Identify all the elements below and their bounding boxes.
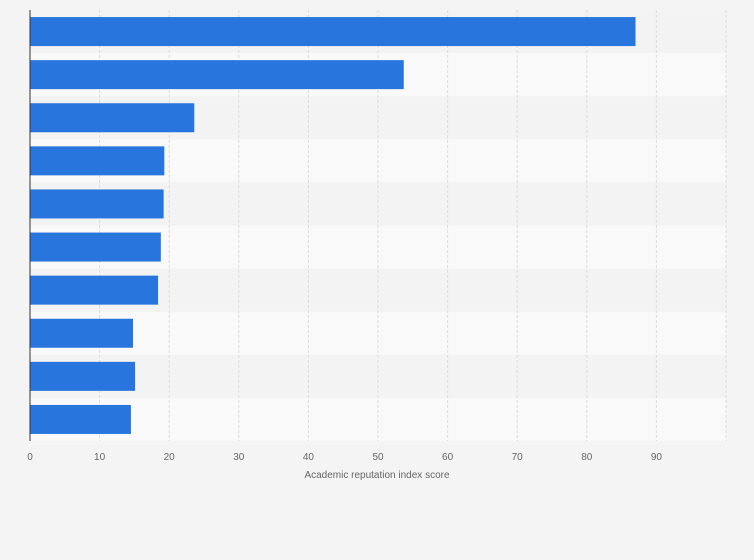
bar[interactable] xyxy=(30,60,404,90)
row-band xyxy=(30,311,726,355)
x-tick-label: 40 xyxy=(303,452,315,463)
bar[interactable] xyxy=(30,318,134,348)
x-tick-label: 60 xyxy=(442,452,454,463)
x-tick-label: 30 xyxy=(233,452,245,463)
bar[interactable] xyxy=(30,146,165,176)
x-tick-label: 70 xyxy=(512,452,524,463)
bar[interactable] xyxy=(30,361,136,391)
bar[interactable] xyxy=(30,17,636,47)
x-tick-label: 10 xyxy=(94,452,106,463)
bar[interactable] xyxy=(30,232,161,262)
x-tick-label: 90 xyxy=(651,452,663,463)
bars xyxy=(30,17,636,434)
bar[interactable] xyxy=(30,275,159,305)
x-tick-labels: 0 10 20 30 40 50 60 70 80 90 xyxy=(27,452,662,463)
x-axis-title: Academic reputation index score xyxy=(304,470,450,481)
x-tick-label: 50 xyxy=(372,452,384,463)
row-band xyxy=(30,397,726,441)
bar[interactable] xyxy=(30,103,195,133)
x-tick-label: 0 xyxy=(27,452,33,463)
x-tick-label: 20 xyxy=(164,452,176,463)
x-tick-label: 80 xyxy=(581,452,593,463)
bar[interactable] xyxy=(30,189,164,219)
bar[interactable] xyxy=(30,404,131,434)
